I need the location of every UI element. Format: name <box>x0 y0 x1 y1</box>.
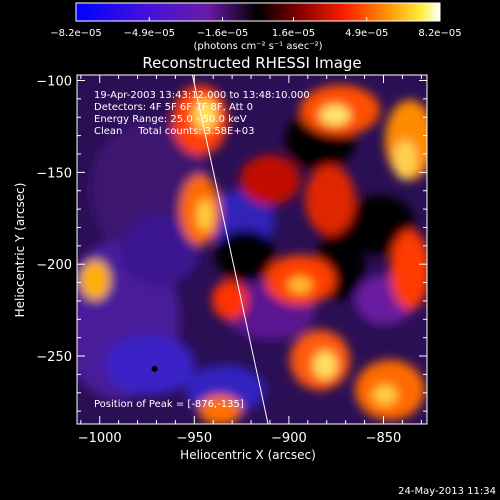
colorbar-ticks: −8.2e−05 −4.9e−05 −1.6e−05 1.6e−05 4.9e−05 8.… <box>50 17 462 39</box>
colorbar-unit-label: (photons cm⁻² s⁻¹ asec⁻²) <box>193 41 322 52</box>
timestamp: 24-May-2013 11:34 <box>398 486 496 497</box>
x-axis-title: Heliocentric X (arcsec) <box>180 448 316 462</box>
colorbar-tick-label: −1.6e−05 <box>197 28 249 39</box>
y-tick-label: −100 <box>36 75 72 90</box>
y-tick-label: −250 <box>36 350 72 365</box>
annotation-block: 19-Apr-2003 13:43:12.000 to 13:48:10.000… <box>94 90 310 137</box>
y-tick-label: −150 <box>36 166 72 181</box>
colorbar-tick-label: 1.6e−05 <box>272 28 315 39</box>
colorbar: −8.2e−05 −4.9e−05 −1.6e−05 1.6e−05 4.9e−05 8.… <box>50 2 462 52</box>
x-tick-label: −900 <box>271 431 307 446</box>
x-tick-label: −1000 <box>78 431 122 446</box>
colorbar-tick-label: 8.2e−05 <box>418 28 461 39</box>
intensity-field <box>77 85 427 424</box>
y-axis-title: Heliocentric Y (arcsec) <box>13 183 27 318</box>
x-tick-label: −950 <box>176 431 212 446</box>
colorbar-tick-label: −8.2e−05 <box>50 28 102 39</box>
y-axis: −100 −150 −200 −250 <box>36 75 427 412</box>
peak-position-label: Position of Peak = [-876,-135] <box>94 399 244 410</box>
annotation-clean-counts: Clean Total counts: 3.58E+03 <box>94 126 254 137</box>
annotation-detectors: Detectors: 4F 5F 6F 7F 8F, Att 0 <box>94 102 253 113</box>
colorbar-tick-label: −4.9e−05 <box>123 28 175 39</box>
x-axis: −1000 −950 −900 −850 <box>78 75 422 446</box>
solar-limb-line <box>191 75 269 424</box>
chart-title: Reconstructed RHESSI Image <box>142 54 361 72</box>
image-area <box>77 75 427 424</box>
plot-frame <box>76 74 428 425</box>
annotation-time-range: 19-Apr-2003 13:43:12.000 to 13:48:10.000 <box>94 90 310 101</box>
marker-dot <box>151 365 158 372</box>
annotation-energy-range: Energy Range: 25.0 - 50.0 keV <box>94 114 247 125</box>
colorbar-gradient <box>75 2 441 22</box>
colorbar-tick-label: 4.9e−05 <box>345 28 388 39</box>
y-tick-label: −200 <box>36 258 72 273</box>
x-tick-label: −850 <box>366 431 402 446</box>
